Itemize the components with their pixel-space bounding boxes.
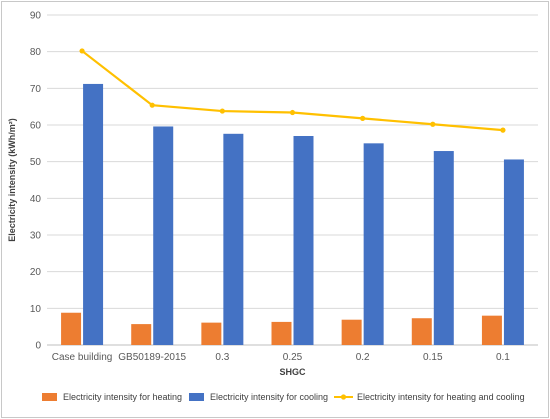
total-point-1 (149, 102, 155, 108)
y-tick-label-2: 20 (30, 267, 42, 278)
x-tick-label-4: 0.2 (356, 352, 370, 363)
bar-heating-1 (131, 324, 152, 345)
y-tick-label-0: 0 (35, 341, 41, 352)
legend-label-1: Electricity intensity for cooling (210, 392, 328, 402)
x-tick-label-1: GB50189-2015 (118, 352, 186, 363)
y-tick-labels: 0 10 20 30 40 50 60 70 80 90 (30, 11, 42, 352)
bars (61, 83, 524, 345)
legend-label-2: Electricity intensity for heating and co… (357, 392, 525, 402)
y-tick-label-3: 30 (30, 231, 42, 242)
total-point-6 (500, 127, 506, 133)
y-tick-label-5: 50 (30, 157, 42, 168)
x-tick-label-0: Case building (52, 352, 113, 363)
bar-cooling-3 (293, 136, 314, 345)
total-point-3 (289, 109, 296, 116)
bar-heating-3 (271, 321, 292, 345)
total-point-5 (430, 121, 436, 127)
x-tick-labels: Case building GB50189-2015 0.3 0.25 0.2 0.15 0… (52, 352, 511, 363)
grid-lines (47, 14, 538, 346)
y-tick-label-9: 90 (30, 11, 42, 22)
bar-cooling-0 (83, 83, 104, 345)
bar-cooling-6 (503, 159, 524, 345)
bar-cooling-4 (363, 143, 384, 345)
total-point-4 (360, 115, 366, 121)
total-point-2 (219, 108, 225, 114)
legend: Electricity intensity for heating Electri… (42, 392, 525, 402)
x-tick-label-6: 0.1 (496, 352, 510, 363)
legend-label-0: Electricity intensity for heating (63, 392, 182, 402)
legend-swatch-1 (189, 393, 204, 401)
y-tick-label-8: 80 (30, 47, 42, 58)
bar-heating-0 (61, 312, 82, 345)
bar-cooling-1 (153, 126, 174, 345)
x-axis-title: SHGC (279, 367, 306, 377)
y-tick-label-6: 60 (30, 121, 42, 132)
bar-heating-2 (201, 322, 222, 345)
bar-cooling-2 (223, 133, 244, 345)
total-point-0 (79, 48, 85, 54)
y-tick-label-4: 40 (30, 194, 42, 205)
y-tick-label-1: 10 (30, 304, 42, 315)
x-tick-label-2: 0.3 (215, 352, 229, 363)
bar-heating-6 (481, 315, 502, 345)
y-axis-title: Electricity intensity (kWh/m²) (7, 118, 17, 242)
x-tick-label-5: 0.15 (423, 352, 443, 363)
legend-swatch-point-2 (340, 394, 347, 400)
x-tick-label-3: 0.25 (283, 352, 303, 363)
total-line (79, 48, 506, 133)
bar-cooling-5 (433, 151, 454, 345)
total-line-path (81, 50, 504, 132)
bar-heating-4 (341, 319, 362, 345)
legend-swatch-0 (42, 393, 57, 401)
bar-heating-5 (411, 318, 432, 345)
y-tick-label-7: 70 (30, 84, 42, 95)
